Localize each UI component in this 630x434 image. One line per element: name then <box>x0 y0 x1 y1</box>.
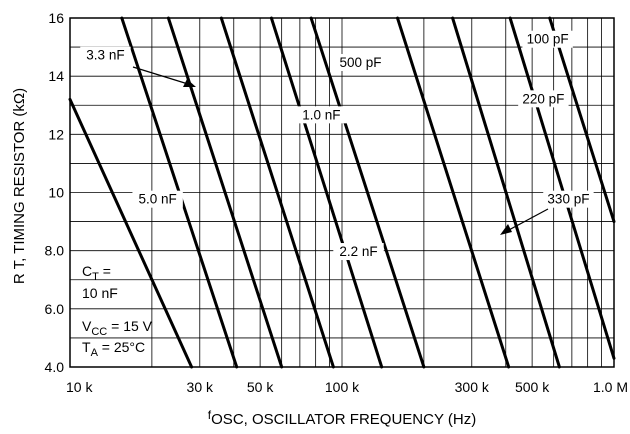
ta-note: TA = 25°C <box>82 339 145 359</box>
curve-labels: 5.0 nF 3.3 nF 1.0 nF 500 pF 2.2 nF 330 pF 220 … <box>80 30 594 261</box>
x-tick-label: 1.0 M <box>593 379 628 395</box>
curve-1-0-nf <box>219 16 335 369</box>
x-tick-label: 30 k <box>187 379 214 395</box>
curve-label-text: 1.0 nF <box>302 107 340 122</box>
curve-label-bg <box>80 46 131 64</box>
curve-label-bg <box>518 90 569 108</box>
curve-label-100-pf: 100 pF <box>522 30 573 48</box>
y-tick-label: 6.0 <box>45 301 65 317</box>
curve-label-text: 2.2 nF <box>339 244 377 259</box>
y-tick-label: 10 <box>48 185 64 201</box>
x-tick-label: 10 k <box>66 379 93 395</box>
y-tick-label: 16 <box>48 10 64 26</box>
y-tick-label: 14 <box>48 68 64 84</box>
curve-100-pf-second-curve- <box>548 16 616 224</box>
curve-label-text: 3.3 nF <box>86 48 124 63</box>
curve-label-3-3-nf: 3.3 nF <box>80 46 131 64</box>
curve-label-bg <box>543 190 594 208</box>
curve-label-text: 5.0 nF <box>139 192 177 207</box>
curve-label-text: 100 pF <box>527 32 569 47</box>
curve-2-2-nf <box>166 16 284 369</box>
curve-label-bg <box>132 190 183 208</box>
curve-330-pf <box>396 16 511 369</box>
curve-label-5-0-nf: 5.0 nF <box>132 190 183 208</box>
ct-note: CT = <box>82 263 111 283</box>
curve-1-0-nf-second-curve- <box>269 16 384 369</box>
x-tick-labels: 10 k 30 k 50 k 100 k 300 k 500 k 1.0 M <box>66 379 628 395</box>
curve-label-330-pf: 330 pF <box>543 190 594 208</box>
curve-label-text: 500 pF <box>340 55 382 70</box>
x-axis-title: fOSC, OSCILLATOR FREQUENCY (Hz) <box>208 408 476 428</box>
ct-value-note: 10 nF <box>82 285 118 301</box>
curve-label-500-pf: 500 pF <box>335 53 386 71</box>
curve-5-0-nf <box>68 97 194 369</box>
x-tick-label: 100 k <box>325 379 360 395</box>
capacitance-curves <box>68 16 616 369</box>
vcc-note: VCC = 15 V <box>82 318 153 338</box>
curve-label-bg <box>335 53 386 71</box>
curve-500-pf <box>309 16 426 369</box>
curve-label-bg <box>333 243 384 261</box>
y-tick-label: 12 <box>48 126 64 142</box>
curve-label-1-0-nf: 1.0 nF <box>296 106 347 124</box>
plot-frame <box>69 17 615 368</box>
y-tick-label: 4.0 <box>45 359 65 375</box>
y-tick-labels: 4.0 6.0 8.0 10 12 14 16 <box>45 10 65 375</box>
y-tick-label: 8.0 <box>45 243 65 259</box>
curve-label-bg <box>522 30 573 48</box>
curve-220-pf <box>451 16 561 369</box>
curve-label-bg <box>296 106 347 124</box>
x-tick-label: 50 k <box>247 379 274 395</box>
curve-label-text: 220 pF <box>522 91 564 106</box>
curve-label-220-pf: 220 pF <box>518 90 569 108</box>
arrow-3-3nf <box>132 66 196 87</box>
curve-100-pf <box>508 16 616 360</box>
curve-label-text: 330 pF <box>547 192 589 207</box>
x-tick-label: 500 k <box>515 379 550 395</box>
curve-label-2-2-nf: 2.2 nF <box>333 243 384 261</box>
x-tick-label: 300 k <box>455 379 490 395</box>
arrow-330pf <box>500 208 549 235</box>
y-axis-title: R T, TIMING RESISTOR (kΩ) <box>11 88 28 284</box>
